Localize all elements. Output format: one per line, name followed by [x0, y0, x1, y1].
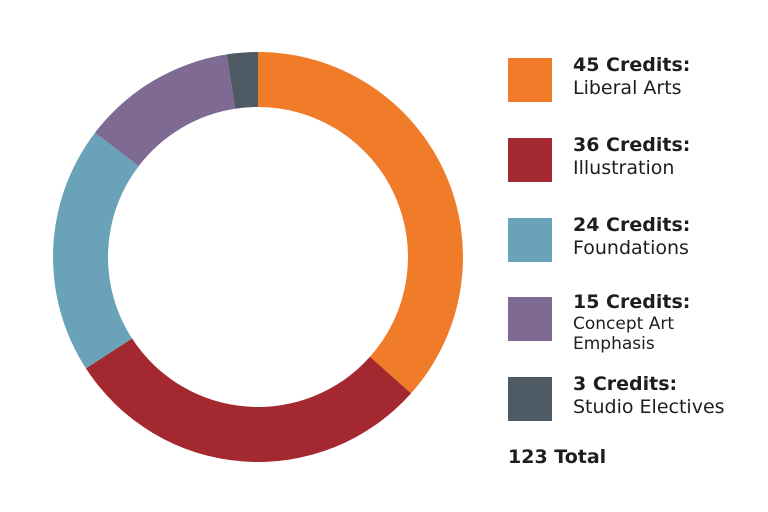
legend-credits: 15 Credits:	[573, 291, 691, 313]
total-label: 123 Total	[508, 446, 607, 468]
legend-text: 3 Credits: Studio Electives	[573, 373, 725, 419]
legend-credits: 3 Credits:	[573, 373, 678, 395]
donut-slice-foundations	[53, 132, 139, 369]
legend-text: 36 Credits: Illustration	[573, 134, 690, 180]
legend-text: 15 Credits: Concept Art Emphasis	[573, 291, 713, 354]
donut-chart	[53, 52, 463, 462]
legend-swatch	[508, 138, 552, 182]
legend-credits: 24 Credits:	[573, 214, 691, 236]
donut-slice-concept-art	[94, 54, 236, 167]
donut-slice-illustration	[85, 338, 412, 462]
legend-label: Illustration	[573, 157, 675, 179]
legend-label: Studio Electives	[573, 396, 725, 418]
legend-swatch	[508, 58, 552, 102]
legend-credits: 45 Credits:	[573, 54, 691, 76]
donut-slice-liberal-arts	[258, 52, 463, 394]
legend-label: Foundations	[573, 237, 689, 259]
donut-slice-studio-electives	[226, 52, 258, 109]
legend-swatch	[508, 218, 552, 262]
legend-text: 45 Credits: Liberal Arts	[573, 54, 690, 100]
legend-text: 24 Credits: Foundations	[573, 214, 690, 260]
legend-swatch	[508, 377, 552, 421]
legend-swatch	[508, 297, 552, 341]
legend-label: Liberal Arts	[573, 77, 682, 99]
legend-label: Concept Art Emphasis	[573, 314, 674, 354]
legend-credits: 36 Credits:	[573, 134, 691, 156]
